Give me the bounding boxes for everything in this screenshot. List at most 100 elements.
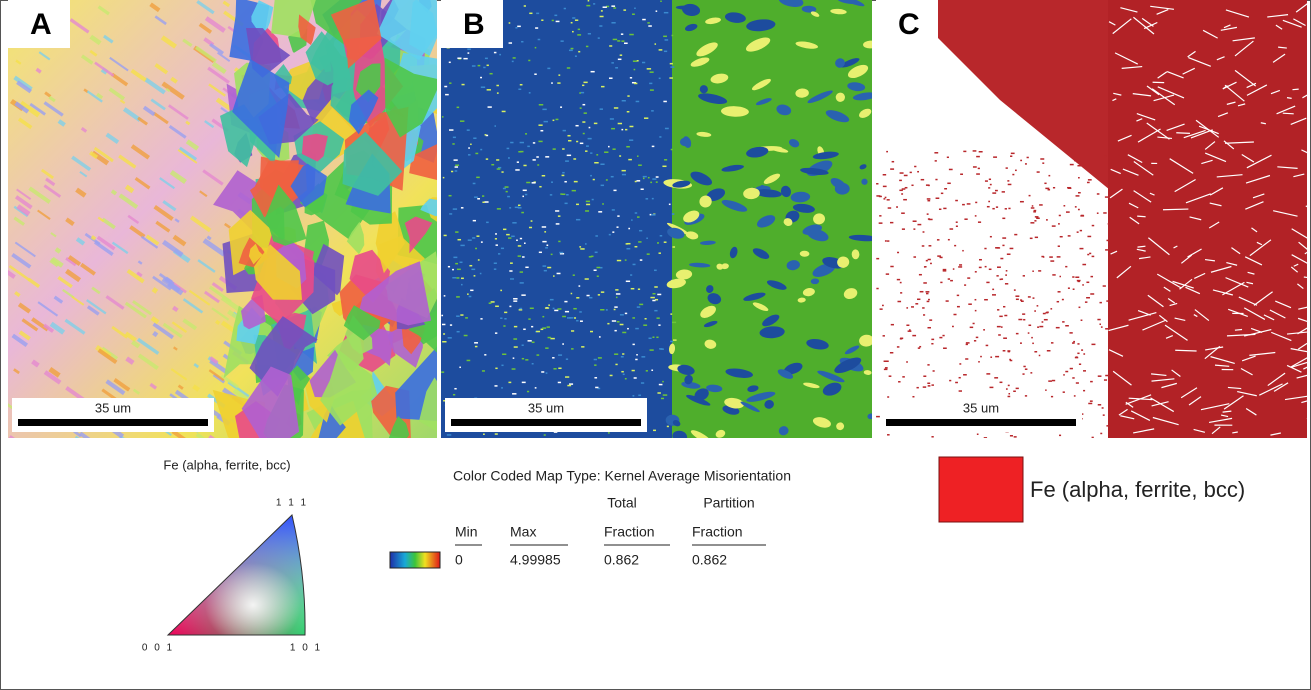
texture — [520, 271, 523, 273]
texture — [890, 352, 893, 354]
texture — [495, 238, 497, 240]
cell: 0.862 — [604, 552, 639, 568]
texture — [1056, 327, 1060, 329]
texture — [913, 256, 916, 258]
texture — [672, 246, 675, 248]
texture — [1022, 373, 1024, 375]
texture — [656, 176, 659, 178]
texture — [634, 377, 637, 379]
texture — [1028, 296, 1031, 298]
texture — [606, 309, 608, 311]
texture — [671, 35, 673, 37]
texture — [522, 196, 524, 198]
scale-bar-label: 35 um — [963, 400, 999, 415]
texture — [909, 329, 911, 331]
texture — [995, 190, 998, 192]
texture — [937, 239, 940, 241]
texture — [503, 325, 505, 327]
texture — [468, 239, 472, 241]
texture — [582, 121, 585, 123]
texture — [1104, 156, 1106, 158]
texture — [501, 171, 503, 173]
texture — [611, 62, 614, 64]
texture — [889, 375, 892, 377]
texture — [580, 320, 583, 322]
texture — [537, 164, 539, 166]
texture — [1081, 349, 1083, 351]
texture — [509, 22, 511, 24]
texture — [652, 178, 656, 180]
texture — [557, 273, 561, 275]
texture — [1034, 351, 1037, 353]
texture — [457, 269, 461, 271]
texture — [978, 221, 981, 223]
texture — [935, 179, 937, 181]
scale-bar — [886, 419, 1076, 426]
texture — [503, 229, 506, 231]
texture — [939, 209, 941, 211]
texture — [615, 289, 618, 291]
texture — [884, 369, 888, 371]
texture — [887, 396, 889, 398]
texture — [578, 29, 580, 31]
texture — [655, 43, 657, 45]
texture — [565, 376, 569, 378]
texture — [659, 252, 661, 254]
texture — [525, 133, 527, 135]
texture — [919, 346, 921, 348]
texture — [555, 210, 559, 212]
texture — [1043, 313, 1046, 315]
texture — [1076, 195, 1080, 197]
texture — [885, 367, 888, 369]
texture — [1214, 425, 1232, 426]
ipf-triangle — [168, 515, 305, 635]
texture — [1079, 363, 1081, 365]
texture — [541, 371, 544, 373]
texture — [566, 194, 569, 196]
texture — [913, 228, 915, 230]
texture — [631, 288, 635, 290]
texture — [615, 364, 617, 366]
texture — [474, 275, 476, 277]
texture — [922, 245, 925, 247]
texture — [451, 171, 453, 173]
texture — [891, 324, 894, 326]
texture — [931, 384, 934, 386]
texture — [919, 274, 922, 276]
texture — [632, 317, 635, 319]
texture — [448, 266, 450, 268]
texture — [1070, 164, 1074, 166]
texture — [662, 166, 666, 168]
texture — [637, 216, 640, 218]
texture — [452, 277, 456, 279]
texture — [1078, 209, 1080, 211]
texture — [621, 33, 623, 35]
texture — [475, 346, 478, 348]
texture — [646, 238, 648, 240]
texture — [593, 179, 595, 181]
texture — [1023, 366, 1025, 368]
texture — [880, 308, 883, 310]
texture — [601, 291, 604, 293]
texture — [586, 295, 589, 297]
texture — [943, 270, 947, 272]
texture — [467, 52, 469, 54]
scale-bar — [18, 419, 208, 426]
texture — [656, 337, 658, 339]
texture — [595, 235, 598, 237]
texture — [927, 213, 929, 215]
texture — [927, 198, 931, 200]
texture — [590, 331, 593, 333]
texture — [964, 218, 967, 220]
texture — [625, 378, 627, 380]
texture — [494, 125, 496, 127]
texture — [496, 244, 498, 246]
texture — [512, 222, 516, 224]
texture — [467, 129, 470, 131]
texture — [975, 271, 977, 273]
texture — [949, 380, 951, 382]
legend-title: Fe (alpha, ferrite, bcc) — [163, 457, 290, 472]
texture — [617, 215, 619, 217]
texture — [597, 275, 599, 277]
texture — [641, 382, 644, 384]
